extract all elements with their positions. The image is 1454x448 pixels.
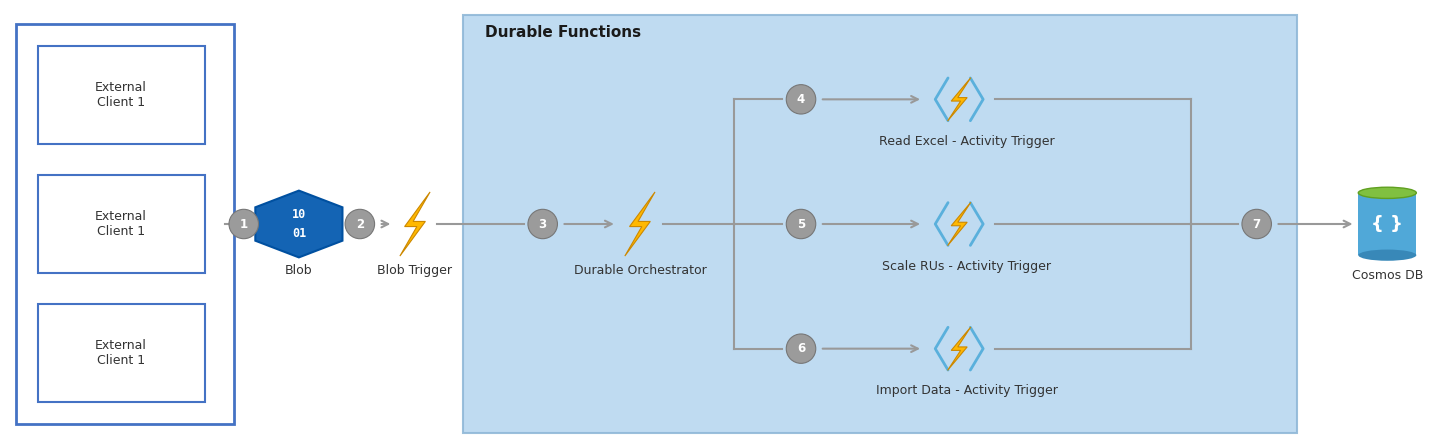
FancyBboxPatch shape bbox=[462, 15, 1297, 433]
Text: Cosmos DB: Cosmos DB bbox=[1352, 269, 1423, 282]
Text: Durable Functions: Durable Functions bbox=[484, 25, 641, 40]
FancyBboxPatch shape bbox=[16, 24, 234, 424]
Text: 3: 3 bbox=[538, 217, 547, 231]
Ellipse shape bbox=[1242, 209, 1271, 239]
Text: 7: 7 bbox=[1253, 217, 1261, 231]
Polygon shape bbox=[625, 192, 654, 256]
Text: External
Client 1: External Client 1 bbox=[95, 339, 147, 367]
FancyBboxPatch shape bbox=[38, 46, 205, 144]
FancyBboxPatch shape bbox=[38, 304, 205, 402]
Ellipse shape bbox=[787, 209, 816, 239]
Text: Blob: Blob bbox=[285, 264, 313, 277]
Ellipse shape bbox=[1358, 187, 1416, 198]
Ellipse shape bbox=[787, 334, 816, 363]
Text: 4: 4 bbox=[797, 93, 806, 106]
Polygon shape bbox=[948, 78, 971, 121]
Polygon shape bbox=[948, 327, 971, 370]
Text: Durable Orchestrator: Durable Orchestrator bbox=[573, 264, 707, 277]
Text: 5: 5 bbox=[797, 217, 806, 231]
Text: Blob Trigger: Blob Trigger bbox=[378, 264, 452, 277]
Text: 1: 1 bbox=[240, 217, 247, 231]
Text: External
Client 1: External Client 1 bbox=[95, 81, 147, 109]
FancyBboxPatch shape bbox=[38, 175, 205, 273]
Text: { }: { } bbox=[1371, 215, 1403, 233]
Text: Scale RUs - Activity Trigger: Scale RUs - Activity Trigger bbox=[883, 260, 1051, 273]
Ellipse shape bbox=[345, 209, 375, 239]
Text: 10: 10 bbox=[292, 208, 305, 221]
Ellipse shape bbox=[787, 85, 816, 114]
Ellipse shape bbox=[528, 209, 557, 239]
Ellipse shape bbox=[228, 209, 259, 239]
Polygon shape bbox=[256, 190, 343, 258]
Polygon shape bbox=[948, 202, 971, 246]
Text: 2: 2 bbox=[356, 217, 364, 231]
Text: 6: 6 bbox=[797, 342, 806, 355]
Polygon shape bbox=[400, 192, 430, 256]
Bar bbox=[1358, 193, 1416, 255]
Text: Import Data - Activity Trigger: Import Data - Activity Trigger bbox=[875, 384, 1057, 397]
Ellipse shape bbox=[1358, 250, 1416, 261]
Text: 01: 01 bbox=[292, 227, 305, 240]
Text: External
Client 1: External Client 1 bbox=[95, 210, 147, 238]
Text: Read Excel - Activity Trigger: Read Excel - Activity Trigger bbox=[878, 135, 1054, 148]
